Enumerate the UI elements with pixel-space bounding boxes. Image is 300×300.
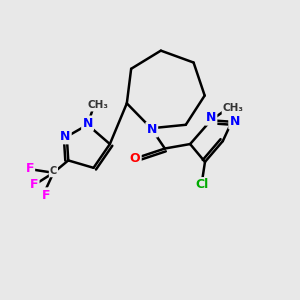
Text: N: N [230, 115, 240, 128]
Text: C: C [50, 166, 57, 176]
Text: F: F [42, 189, 50, 202]
Text: F: F [26, 162, 34, 175]
Text: CH₃: CH₃ [223, 103, 244, 113]
Text: Cl: Cl [195, 178, 208, 191]
Text: N: N [146, 123, 157, 136]
Text: F: F [30, 178, 38, 191]
Text: CH₃: CH₃ [88, 100, 109, 110]
Text: N: N [206, 111, 216, 124]
Text: N: N [82, 117, 93, 130]
Text: N: N [60, 130, 70, 143]
Text: O: O [130, 152, 140, 165]
